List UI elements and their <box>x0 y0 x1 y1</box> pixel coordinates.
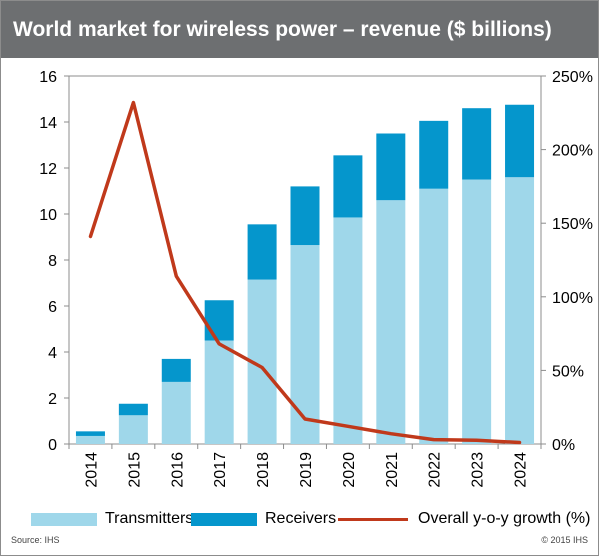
chart-area: 0 2 4 6 8 10 12 14 16 0% 50% 100% 150% 200% 250% 2014 20… <box>39 69 593 488</box>
growth-line <box>88 100 522 445</box>
legend-item-growth: Overall y-o-y growth (%) <box>338 509 590 529</box>
legend: Transmitters Receivers Overall y-o-y gro… <box>1 509 598 529</box>
source-note: Source: IHS <box>11 535 60 545</box>
y-right-tick-label: 50% <box>552 363 584 380</box>
bar-receivers <box>75 431 105 436</box>
bar-receivers <box>204 300 234 341</box>
bar-receivers <box>505 104 535 178</box>
copyright-note: © 2015 IHS <box>541 535 588 545</box>
legend-swatch-receivers <box>191 512 257 526</box>
x-tick-label: 2022 <box>427 452 444 488</box>
bar-receivers <box>290 186 320 246</box>
bar-receivers <box>419 120 449 189</box>
legend-item-transmitters: Transmitters <box>31 509 193 529</box>
bar-transmitters <box>161 381 191 444</box>
bar-receivers <box>118 403 148 416</box>
bar-transmitters <box>419 188 449 444</box>
legend-label-receivers: Receivers <box>265 510 337 527</box>
x-tick-label: 2014 <box>83 452 100 488</box>
chart-title: World market for wireless power – revenu… <box>1 1 598 58</box>
x-tick-label: 2020 <box>341 452 358 488</box>
bar-transmitters <box>290 245 320 444</box>
x-tick-label: 2019 <box>298 452 315 488</box>
bar-receivers <box>161 358 191 382</box>
legend-swatch-transmitters <box>31 512 97 526</box>
y-right-tick-label: 0% <box>552 437 575 454</box>
legend-item-receivers: Receivers <box>191 509 336 529</box>
y-left-tick-label: 12 <box>39 161 57 178</box>
bar-transmitters <box>118 415 148 444</box>
x-tick-label: 2021 <box>384 452 401 488</box>
bar-transmitters <box>376 200 406 444</box>
y-right-tick-label: 150% <box>552 216 593 233</box>
bar-transmitters <box>204 340 234 444</box>
y-right-tick-label: 100% <box>552 290 593 307</box>
y-left-tick-label: 16 <box>39 69 57 86</box>
legend-swatch-growth <box>338 517 408 521</box>
bar-transmitters <box>505 177 535 444</box>
x-tick-label: 2015 <box>126 452 143 488</box>
bar-transmitters <box>75 435 105 444</box>
y-left-tick-label: 6 <box>48 299 57 316</box>
x-tick-label: 2017 <box>212 452 229 488</box>
y-left-tick-label: 0 <box>48 437 57 454</box>
bar-receivers <box>247 224 277 280</box>
y-right-tick-label: 250% <box>552 69 593 86</box>
bar-receivers <box>333 155 363 218</box>
y-right-tick-label: 200% <box>552 143 593 160</box>
y-left-tick-label: 8 <box>48 253 57 270</box>
bar-receivers <box>462 108 492 180</box>
y-left-tick-label: 14 <box>39 115 57 132</box>
x-tick-label: 2016 <box>169 452 186 488</box>
x-tick-label: 2024 <box>513 452 530 488</box>
bar-receivers <box>376 133 406 201</box>
legend-label-transmitters: Transmitters <box>105 510 194 527</box>
legend-label-growth: Overall y-o-y growth (%) <box>418 510 591 527</box>
y-left-tick-label: 2 <box>48 391 57 408</box>
y-left-tick-label: 4 <box>48 345 57 362</box>
y-left-tick-label: 10 <box>39 207 57 224</box>
x-tick-label: 2023 <box>470 452 487 488</box>
bar-transmitters <box>333 217 363 444</box>
bar-transmitters <box>462 179 492 444</box>
x-tick-label: 2018 <box>255 452 272 488</box>
